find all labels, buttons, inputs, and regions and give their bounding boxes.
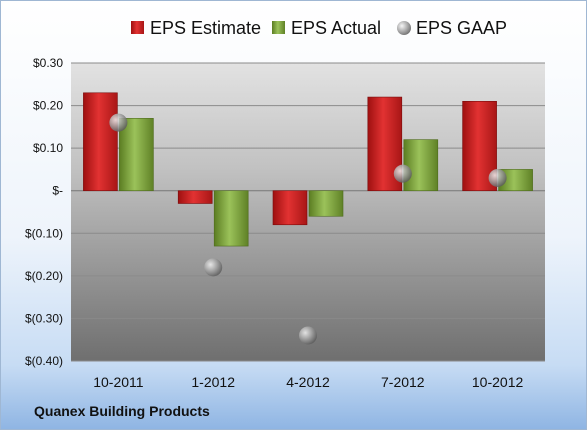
actual-bar (213, 190, 249, 247)
legend-estimate-label: EPS Estimate (150, 18, 261, 38)
y-tick-label: $(0.10) (25, 226, 63, 240)
gaap-point (393, 164, 412, 183)
x-axis-categories: 10-2011 1-2012 4-2012 7-2012 10-2012 (93, 374, 523, 390)
x-category-label: 10-2012 (472, 374, 524, 390)
gaap-point (299, 326, 317, 345)
legend-gaap-label: EPS GAAP (416, 18, 507, 38)
legend-estimate-swatch (131, 21, 144, 34)
estimate-bar (272, 190, 308, 226)
x-category-label: 4-2012 (286, 374, 330, 390)
y-tick-label: $0.20 (33, 99, 63, 113)
actual-bar (403, 139, 439, 192)
y-tick-label: $(0.20) (25, 269, 63, 283)
y-tick-label: $(0.30) (25, 311, 63, 325)
y-tick-label: $0.10 (33, 141, 63, 155)
actual-bar (308, 190, 344, 217)
x-category-label: 7-2012 (381, 374, 425, 390)
y-tick-label: $- (52, 184, 63, 198)
legend-gaap-swatch (397, 21, 411, 35)
estimate-bar (177, 190, 213, 204)
legend: EPS Estimate EPS Actual EPS GAAP (131, 18, 507, 38)
gaap-point (204, 258, 223, 277)
gaap-points (109, 113, 507, 345)
y-tick-label: $(0.40) (25, 354, 63, 368)
gaap-point (109, 113, 128, 132)
gaap-point (488, 168, 507, 187)
x-category-label: 1-2012 (191, 374, 235, 390)
estimate-bar (83, 92, 118, 192)
company-name: Quanex Building Products (34, 403, 210, 419)
y-axis-ticks: $0.30 $0.20 $0.10 $- $(0.10) $(0.20) $(0.30) $(… (25, 56, 63, 368)
legend-actual-label: EPS Actual (291, 18, 381, 38)
x-category-label: 10-2011 (93, 374, 144, 390)
legend-actual-swatch (272, 21, 285, 34)
y-tick-label: $0.30 (33, 56, 63, 70)
bar-series (83, 92, 533, 247)
actual-bar (119, 118, 154, 192)
